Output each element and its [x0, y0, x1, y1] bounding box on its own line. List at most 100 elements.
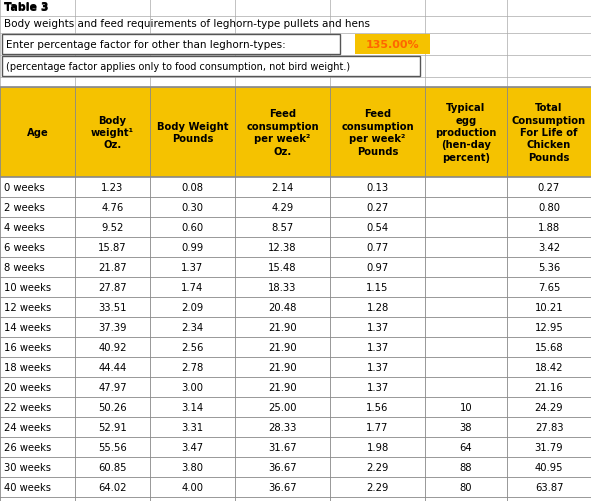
Text: 20 weeks: 20 weeks	[4, 382, 51, 392]
Text: 1.56: 1.56	[366, 402, 389, 412]
Text: 1.88: 1.88	[538, 222, 560, 232]
Text: 0.27: 0.27	[366, 202, 389, 212]
Text: 3.80: 3.80	[181, 462, 203, 472]
Bar	[0, 217, 591, 237]
Text: 40.92: 40.92	[98, 342, 126, 352]
Text: 8 weeks: 8 weeks	[4, 263, 45, 273]
Text: 1.74: 1.74	[181, 283, 204, 293]
Bar	[355, 35, 430, 55]
Text: 60.85: 60.85	[98, 462, 126, 472]
Text: 2.78: 2.78	[181, 362, 204, 372]
Text: 0.60: 0.60	[181, 222, 203, 232]
Text: 27.83: 27.83	[535, 422, 563, 432]
Bar	[0, 337, 591, 357]
Text: 18.33: 18.33	[268, 283, 297, 293]
Bar	[0, 357, 591, 377]
Bar	[0, 437, 591, 457]
Bar	[0, 88, 591, 178]
Text: 4.76: 4.76	[102, 202, 124, 212]
Text: 1.37: 1.37	[181, 263, 204, 273]
Text: 31.79: 31.79	[535, 442, 563, 452]
Text: 1.37: 1.37	[366, 362, 389, 372]
Text: 1.77: 1.77	[366, 422, 389, 432]
Text: 88: 88	[460, 462, 472, 472]
Bar	[0, 258, 591, 278]
Text: 4.29: 4.29	[271, 202, 294, 212]
Text: 0.77: 0.77	[366, 242, 389, 253]
Text: 44.44: 44.44	[98, 362, 126, 372]
Text: 1.37: 1.37	[366, 322, 389, 332]
Bar	[0, 278, 591, 298]
Text: Total
Consumption
For Life of
Chicken
Pounds: Total Consumption For Life of Chicken Po…	[512, 103, 586, 162]
Text: 12.95: 12.95	[535, 322, 563, 332]
Text: 63.87: 63.87	[535, 482, 563, 492]
Text: 6 weeks: 6 weeks	[4, 242, 45, 253]
Text: Body weights and feed requirements of leghorn-type pullets and hens: Body weights and feed requirements of le…	[4, 19, 370, 29]
Bar	[0, 377, 591, 397]
Text: 0.27: 0.27	[538, 183, 560, 192]
Text: 21.90: 21.90	[268, 322, 297, 332]
Text: 30 weeks: 30 weeks	[4, 462, 51, 472]
Text: 5.36: 5.36	[538, 263, 560, 273]
Text: 3.14: 3.14	[181, 402, 203, 412]
Text: 40 weeks: 40 weeks	[4, 482, 51, 492]
Bar	[0, 477, 591, 497]
Text: (percentage factor applies only to food consumption, not bird weight.): (percentage factor applies only to food …	[6, 62, 350, 72]
Bar	[0, 397, 591, 417]
Bar	[0, 298, 591, 317]
Text: 64: 64	[460, 442, 472, 452]
Text: 12 weeks: 12 weeks	[4, 303, 51, 313]
Text: 36.67: 36.67	[268, 482, 297, 492]
Text: 9.52: 9.52	[101, 222, 124, 232]
Bar	[0, 317, 591, 337]
Text: 0 weeks: 0 weeks	[4, 183, 45, 192]
Text: 0.80: 0.80	[538, 202, 560, 212]
Text: 3.42: 3.42	[538, 242, 560, 253]
Text: 21.90: 21.90	[268, 382, 297, 392]
Text: 0.99: 0.99	[181, 242, 204, 253]
Text: Body Weight
Pounds: Body Weight Pounds	[157, 122, 228, 144]
Text: Feed
consumption
per week²
Oz.: Feed consumption per week² Oz.	[246, 109, 319, 156]
Text: 15.87: 15.87	[98, 242, 127, 253]
Text: 2.34: 2.34	[181, 322, 203, 332]
Text: 24.29: 24.29	[535, 402, 563, 412]
Text: 33.51: 33.51	[98, 303, 126, 313]
Text: 37.39: 37.39	[98, 322, 126, 332]
Text: Table 3: Table 3	[4, 2, 48, 12]
Text: 10.21: 10.21	[535, 303, 563, 313]
Text: 50.26: 50.26	[98, 402, 127, 412]
Bar	[0, 417, 591, 437]
Bar	[0, 457, 591, 477]
Text: 55.56: 55.56	[98, 442, 127, 452]
Text: 7.65: 7.65	[538, 283, 560, 293]
Text: 27.87: 27.87	[98, 283, 127, 293]
Text: 15.48: 15.48	[268, 263, 297, 273]
Text: 3.00: 3.00	[181, 382, 203, 392]
Text: 2 weeks: 2 weeks	[4, 202, 45, 212]
Text: 0.30: 0.30	[181, 202, 203, 212]
Text: 2.09: 2.09	[181, 303, 204, 313]
Text: 24 weeks: 24 weeks	[4, 422, 51, 432]
Text: 38: 38	[460, 422, 472, 432]
Bar	[0, 178, 591, 197]
Text: 31.67: 31.67	[268, 442, 297, 452]
Text: Table 3: Table 3	[4, 3, 48, 13]
Text: 22 weeks: 22 weeks	[4, 402, 51, 412]
Text: 26 weeks: 26 weeks	[4, 442, 51, 452]
Text: 40.95: 40.95	[535, 462, 563, 472]
Text: 21.90: 21.90	[268, 342, 297, 352]
Bar	[0, 237, 591, 258]
Text: 10 weeks: 10 weeks	[4, 283, 51, 293]
Bar	[2, 57, 420, 77]
Text: Feed
consumption
per week²
Pounds: Feed consumption per week² Pounds	[341, 109, 414, 156]
Text: Age: Age	[27, 128, 48, 138]
Text: Typical
egg
production
(hen-day
percent): Typical egg production (hen-day percent)	[436, 103, 496, 162]
Text: 3.47: 3.47	[181, 442, 203, 452]
Text: 80: 80	[460, 482, 472, 492]
Text: 16 weeks: 16 weeks	[4, 342, 51, 352]
Text: 2.29: 2.29	[366, 482, 389, 492]
Text: 64.02: 64.02	[98, 482, 126, 492]
Text: 25.00: 25.00	[268, 402, 297, 412]
Text: 18.42: 18.42	[535, 362, 563, 372]
Text: 20.48: 20.48	[268, 303, 297, 313]
